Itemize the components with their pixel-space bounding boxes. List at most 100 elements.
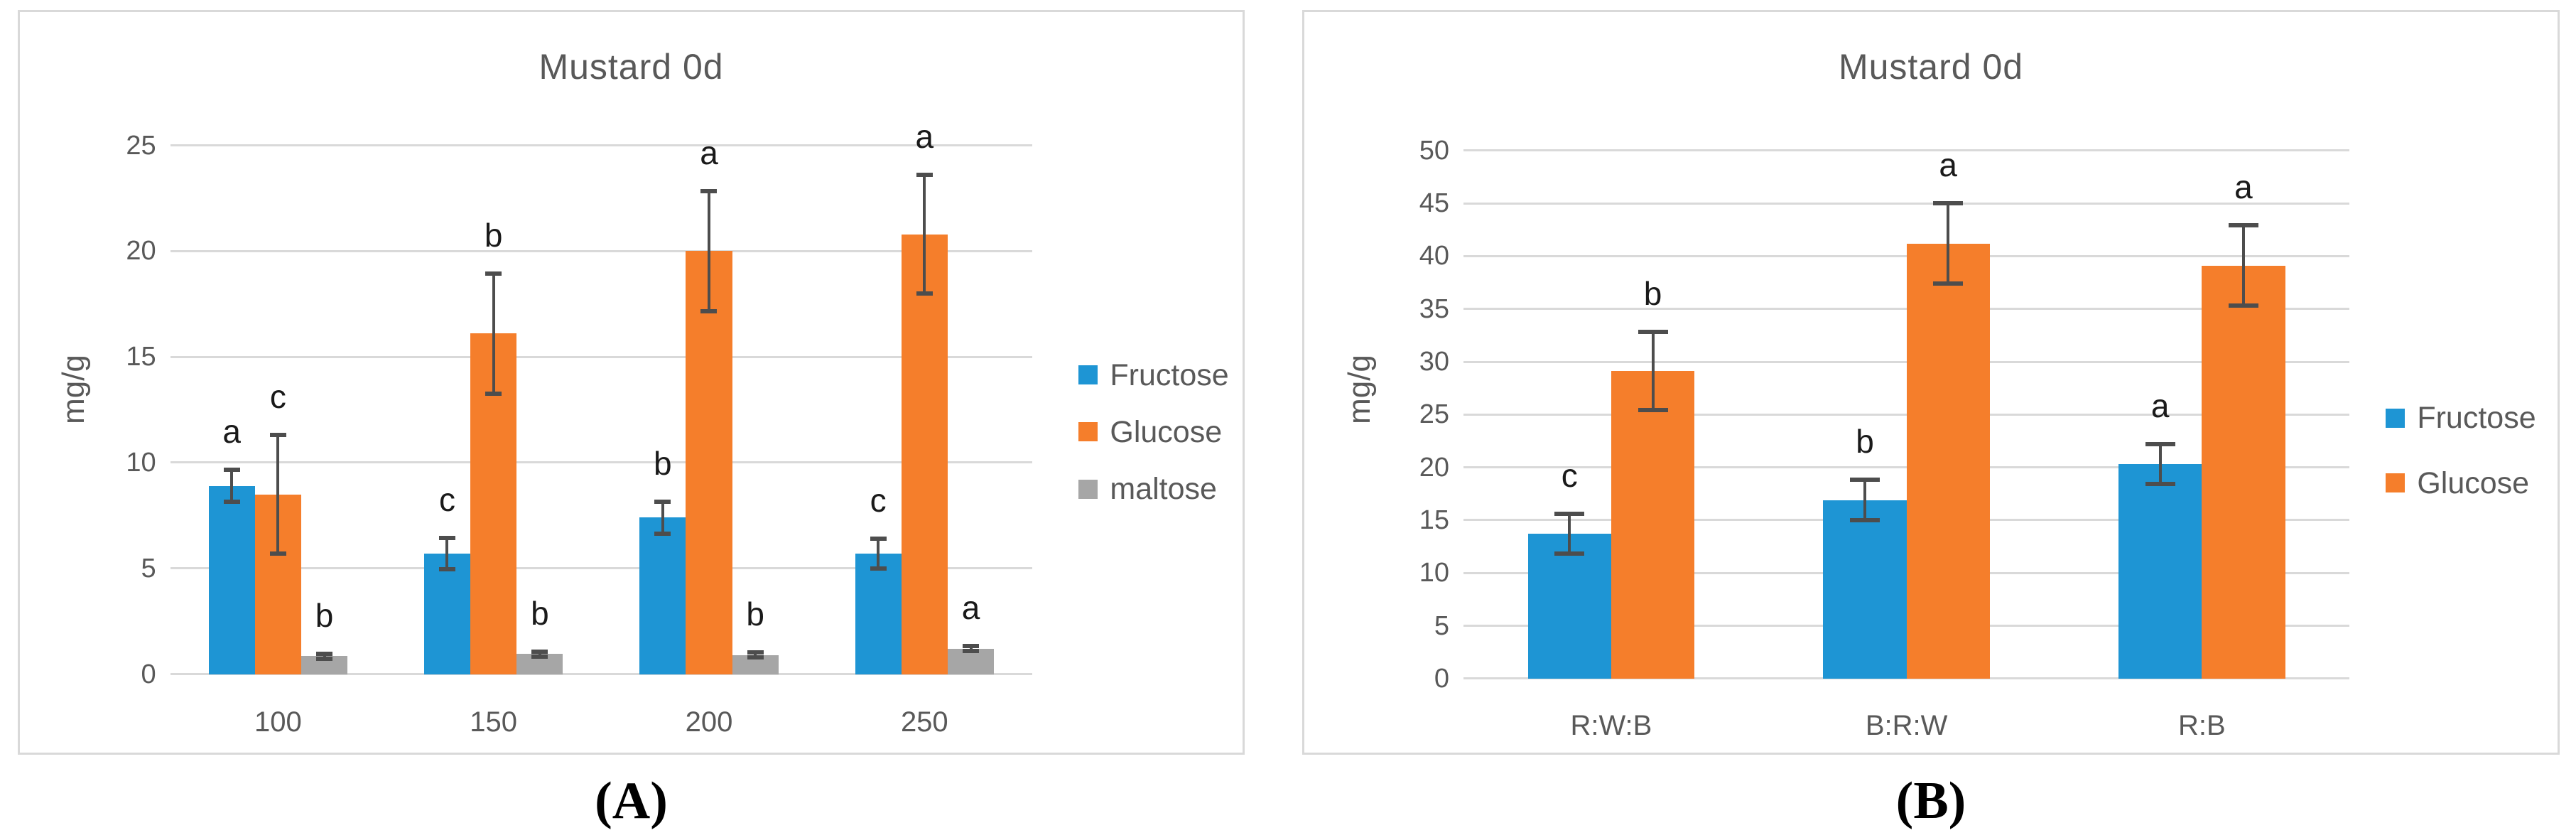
error-cap-top xyxy=(870,537,887,542)
y-tick-label: 20 xyxy=(126,236,156,266)
legend-label-maltose: maltose xyxy=(1110,472,1217,507)
error-cap-bottom xyxy=(438,567,455,572)
error-cap-bottom xyxy=(485,392,502,397)
chart-title: Mustard 0d xyxy=(1838,46,2024,87)
bar-fructose xyxy=(855,553,902,674)
gridline xyxy=(1463,519,2350,522)
x-tick-label: 100 xyxy=(254,706,302,738)
x-tick-label: 150 xyxy=(470,706,518,738)
legend-label-glucose: Glucose xyxy=(2417,465,2530,500)
bar-fructose xyxy=(1823,500,1907,679)
significance-letter: c xyxy=(438,480,455,518)
error-cap-top xyxy=(2228,223,2258,228)
legend-swatch-fructose xyxy=(2386,408,2405,428)
error-cap-top xyxy=(316,651,333,656)
gridline xyxy=(1463,202,2350,205)
error-bar xyxy=(1568,514,1571,554)
error-cap-top xyxy=(916,173,933,178)
significance-letter: a xyxy=(2234,168,2253,206)
error-cap-top xyxy=(269,433,286,438)
significance-letter: a xyxy=(961,589,980,627)
error-cap-bottom xyxy=(316,656,333,661)
error-cap-bottom xyxy=(700,309,718,314)
chart-panel-a: Mustard 0d mg/g 0 5 10 15 20 25 100 a c b 150 c b b 20… xyxy=(18,10,1245,755)
gridline xyxy=(170,461,1032,464)
bar-glucose xyxy=(1611,371,1695,679)
bar-fructose xyxy=(423,553,471,674)
legend-label-fructose: Fructose xyxy=(1110,357,1229,392)
caption-a: (A) xyxy=(595,772,668,830)
gridline xyxy=(1463,149,2350,152)
significance-letter: b xyxy=(315,596,334,634)
legend-swatch-glucose xyxy=(2386,473,2405,493)
error-cap-bottom xyxy=(1554,551,1585,556)
error-bar xyxy=(276,435,280,554)
legend-label-fructose: Fructose xyxy=(2417,401,2536,436)
error-bar xyxy=(661,502,664,534)
bar-glucose xyxy=(1906,243,1990,679)
x-tick-label: 200 xyxy=(685,706,733,738)
gridline xyxy=(170,673,1032,676)
error-cap-top xyxy=(223,468,240,473)
error-cap-top xyxy=(1849,478,1880,483)
y-tick-label: 35 xyxy=(1419,294,1450,324)
significance-letter: a xyxy=(915,118,934,156)
error-bar xyxy=(538,651,541,657)
y-tick-label: 10 xyxy=(1419,558,1450,588)
error-bar xyxy=(2158,443,2162,485)
y-tick-label: 5 xyxy=(141,553,156,583)
significance-letter: c xyxy=(870,482,887,519)
legend-swatch-maltose xyxy=(1078,479,1098,499)
significance-letter: b xyxy=(531,594,549,632)
y-tick-label: 15 xyxy=(126,342,156,372)
error-cap-bottom xyxy=(916,291,933,296)
significance-letter: b xyxy=(484,216,503,254)
significance-letter: a xyxy=(1939,146,1957,184)
bar-glucose xyxy=(901,234,948,674)
x-tick-label: R:B xyxy=(2177,710,2226,742)
error-cap-bottom xyxy=(2145,482,2175,487)
legend-label-glucose: Glucose xyxy=(1110,414,1223,449)
error-cap-top xyxy=(1554,512,1585,516)
error-cap-top xyxy=(747,650,764,655)
y-tick-label: 50 xyxy=(1419,135,1450,166)
gridline xyxy=(1463,677,2350,680)
error-cap-bottom xyxy=(747,655,764,660)
y-tick-label: 45 xyxy=(1419,188,1450,219)
error-bar xyxy=(877,539,880,569)
error-bar xyxy=(230,470,234,502)
error-cap-top xyxy=(1933,201,1964,206)
error-bar xyxy=(1863,480,1866,520)
significance-letter: b xyxy=(746,596,764,633)
error-cap-top xyxy=(654,500,671,504)
error-cap-top xyxy=(700,188,718,193)
error-bar xyxy=(445,537,449,570)
error-bar xyxy=(492,273,495,394)
error-cap-bottom xyxy=(531,654,548,659)
x-tick-label: 250 xyxy=(900,706,948,738)
error-bar xyxy=(1947,203,1950,284)
chart-title: Mustard 0d xyxy=(539,46,724,87)
legend-swatch-fructose xyxy=(1078,365,1098,385)
gridline xyxy=(1463,625,2350,627)
error-bar xyxy=(923,175,926,294)
y-tick-label: 30 xyxy=(1419,347,1450,377)
gridline xyxy=(170,355,1032,358)
error-cap-bottom xyxy=(1933,281,1964,286)
significance-letter: a xyxy=(2150,387,2170,424)
error-bar xyxy=(754,652,757,658)
bar-fructose xyxy=(2118,464,2202,679)
significance-letter: c xyxy=(269,378,286,416)
y-tick-label: 0 xyxy=(141,659,156,689)
significance-letter: c xyxy=(1561,457,1578,494)
significance-letter: a xyxy=(700,134,718,171)
bar-glucose xyxy=(686,251,732,674)
gridline xyxy=(1463,360,2350,363)
y-tick-label: 15 xyxy=(1419,505,1450,535)
error-cap-bottom xyxy=(963,649,980,654)
bar-fructose xyxy=(1527,534,1611,679)
gridline xyxy=(170,567,1032,570)
error-cap-bottom xyxy=(223,500,240,504)
error-cap-top xyxy=(2145,441,2175,446)
